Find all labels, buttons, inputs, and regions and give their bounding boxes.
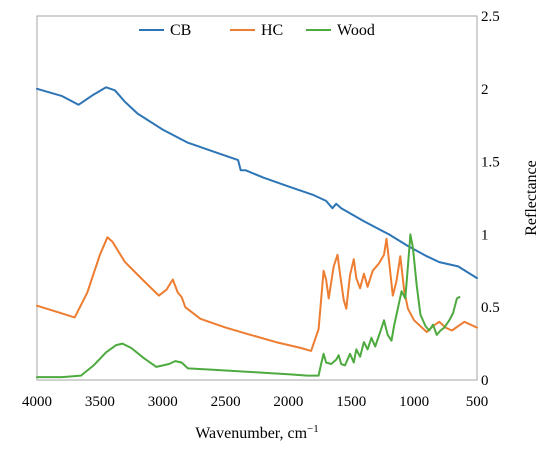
series-line-hc (36, 236, 478, 352)
x-tick-label: 2500 (211, 394, 241, 410)
y-tick-label: 0.5 (481, 300, 500, 316)
legend-label-hc: HC (261, 22, 283, 39)
plot-area-frame (36, 15, 478, 381)
y-axis-title: Reflectance (523, 160, 540, 236)
x-tick-label: 3500 (85, 394, 115, 410)
legend-label-wood: Wood (337, 22, 375, 39)
x-tick-label: 1000 (399, 394, 429, 410)
x-tick-layer: 4000 3500 3000 2500 2000 1500 1000 500 (22, 394, 488, 410)
x-axis-title: Wavenumber, cm−1 (195, 423, 319, 442)
y-tick-label: 1 (481, 227, 489, 243)
series-line-cb (36, 86, 478, 280)
x-tick-label: 500 (466, 394, 489, 410)
y-tick-label: 1.5 (481, 155, 500, 171)
x-tick-label: 3000 (148, 394, 178, 410)
legend: CB HC Wood (139, 22, 375, 39)
y-tick-label: 0 (481, 373, 489, 389)
legend-label-cb: CB (170, 22, 191, 39)
series-layer (36, 86, 478, 379)
x-tick-label: 1500 (336, 394, 366, 410)
x-tick-label: 4000 (22, 394, 52, 410)
y-tick-label: 2 (481, 82, 489, 98)
x-tick-label: 2000 (273, 394, 303, 410)
y-tick-layer: 0 0.5 1 1.5 2 2.5 (481, 9, 500, 389)
series-line-wood (36, 233, 461, 379)
y-tick-label: 2.5 (481, 9, 500, 25)
